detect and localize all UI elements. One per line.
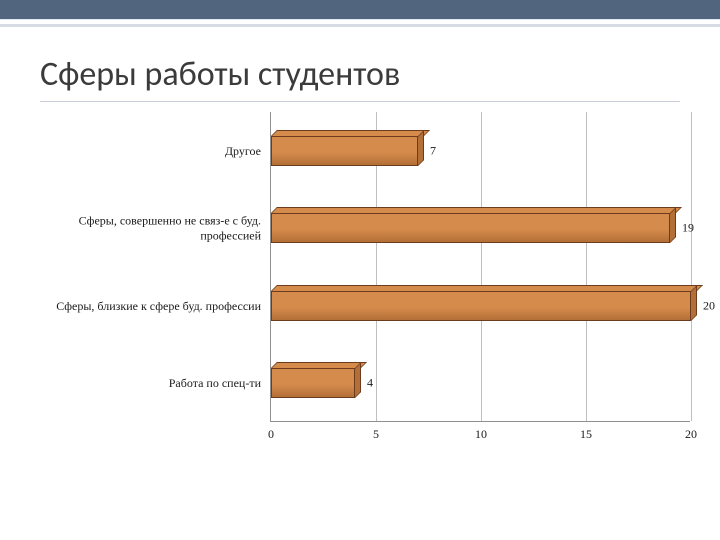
- category-label: Сферы, близкие к сфере буд. профессии: [41, 299, 271, 313]
- category-label: Другое: [41, 144, 271, 158]
- page-title: Сферы работы студентов: [40, 54, 680, 95]
- x-tick-label: 10: [475, 427, 487, 442]
- bar: [271, 136, 418, 166]
- chart: 05101520Другое7Сферы, совершенно не связ…: [270, 112, 690, 452]
- category-label: Сферы, совершенно не связ-е с буд. профе…: [41, 214, 271, 243]
- header-band: [0, 0, 720, 24]
- gridline: [691, 112, 692, 421]
- bar: [271, 368, 355, 398]
- value-label: 19: [682, 221, 694, 236]
- value-label: 20: [703, 298, 715, 313]
- x-tick-label: 20: [685, 427, 697, 442]
- slide-body: Сферы работы студентов 05101520Другое7Сф…: [0, 26, 720, 472]
- gridline: [586, 112, 587, 421]
- x-tick-label: 15: [580, 427, 592, 442]
- bar: [271, 291, 691, 321]
- category-label: Работа по спец-ти: [41, 376, 271, 390]
- value-label: 7: [430, 143, 436, 158]
- title-rule: [40, 101, 680, 102]
- value-label: 4: [367, 376, 373, 391]
- plot-area: 05101520Другое7Сферы, совершенно не связ…: [270, 112, 690, 422]
- x-tick-label: 5: [373, 427, 379, 442]
- gridline: [481, 112, 482, 421]
- bar: [271, 213, 670, 243]
- x-tick-label: 0: [268, 427, 274, 442]
